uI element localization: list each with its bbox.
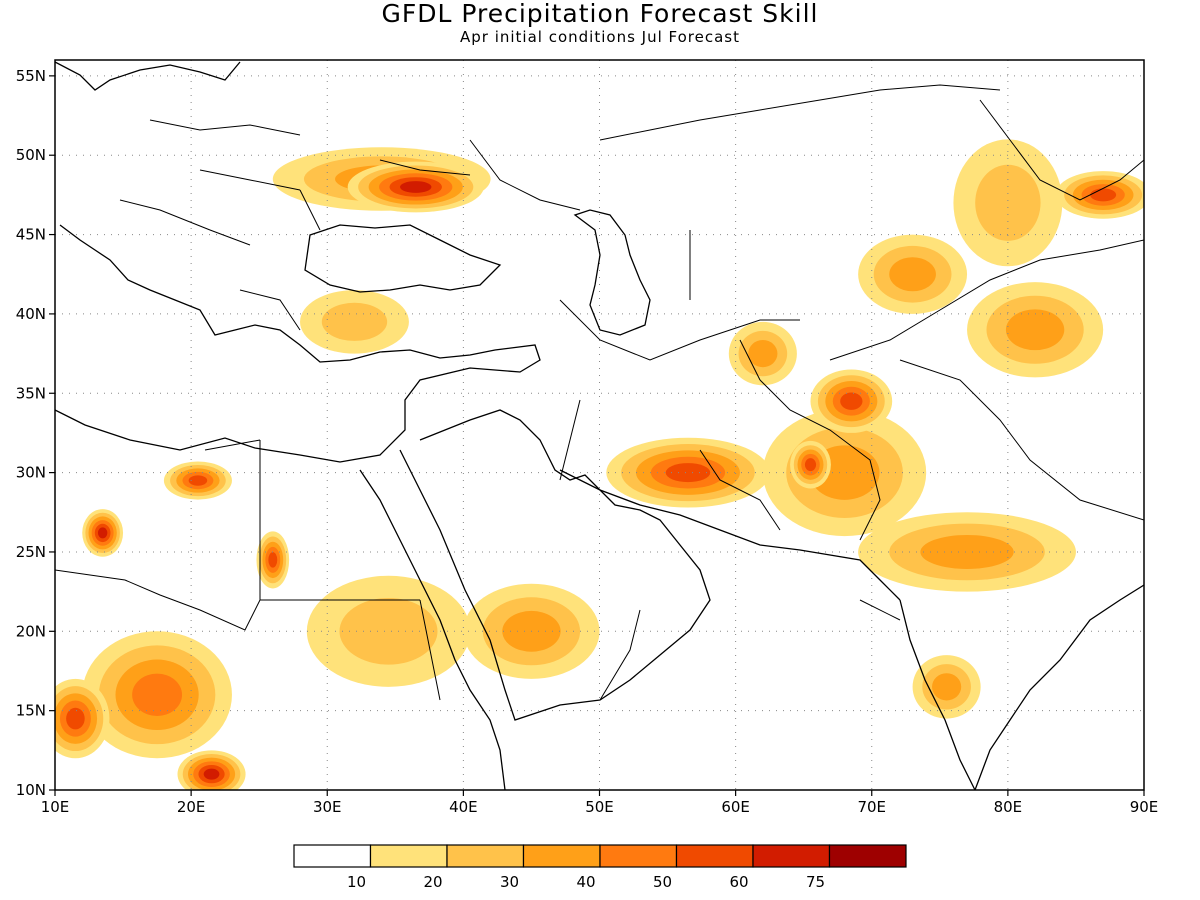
skill-area	[790, 440, 831, 489]
gridlines	[55, 60, 1144, 790]
skill-area	[300, 290, 409, 354]
skill-shading	[55, 139, 1144, 790]
lon-tick-label: 10E	[41, 798, 70, 816]
skill-contour-50	[66, 707, 85, 730]
skill-contour-30	[920, 534, 1014, 569]
skill-area	[256, 531, 290, 589]
skill-area	[967, 282, 1104, 378]
colorbar-label: 30	[500, 873, 519, 891]
chart-subtitle: Apr initial conditions Jul Forecast	[459, 28, 740, 46]
lon-tick-label: 20E	[177, 798, 206, 816]
skill-area	[858, 234, 968, 314]
skill-area	[858, 512, 1076, 592]
lat-tick-label: 50N	[16, 146, 46, 164]
skill-area	[810, 369, 893, 433]
skill-contour-20	[321, 302, 388, 341]
skill-contour-60	[203, 768, 220, 780]
skill-contour-60	[400, 181, 432, 193]
skill-contour-50	[1090, 188, 1117, 202]
coastline-africa-east	[359, 469, 506, 790]
coastline-iran	[559, 469, 901, 601]
colorbar-swatch	[446, 844, 525, 868]
colorbar-label: 20	[423, 873, 442, 891]
coastline-caspian	[573, 209, 651, 336]
colorbar-swatch	[599, 844, 678, 868]
colorbar-swatch	[675, 844, 754, 868]
skill-contour-40	[132, 673, 183, 716]
lon-tick-label: 90E	[1130, 798, 1159, 816]
skill-contour-50	[665, 463, 711, 483]
skill-area	[347, 161, 484, 213]
skill-contour-30	[932, 673, 962, 701]
lat-tick-label: 40N	[16, 305, 46, 323]
lon-tick-label: 50E	[585, 798, 614, 816]
skill-contour-50	[268, 552, 278, 568]
skill-contour-50	[840, 392, 863, 410]
skill-area	[912, 655, 981, 719]
skill-area	[1055, 171, 1144, 219]
colorbar-label: 60	[729, 873, 748, 891]
skill-contour-30	[748, 339, 778, 368]
lat-tick-label: 20N	[16, 622, 46, 640]
latitude-ticks: 10N 15N 20N 25N 30N 35N 40N 45N 50N 55N	[16, 67, 55, 799]
colorbar-label: 40	[576, 873, 595, 891]
lon-tick-label: 70E	[857, 798, 886, 816]
coastline-india	[899, 584, 1144, 790]
skill-contour-30	[1005, 309, 1065, 351]
coastlines	[55, 61, 1144, 790]
skill-contour-20	[975, 164, 1041, 241]
colorbar-label: 10	[347, 873, 366, 891]
lon-tick-label: 80E	[994, 798, 1023, 816]
skill-area	[606, 437, 770, 508]
skill-contour-20	[339, 597, 438, 665]
lat-tick-label: 55N	[16, 67, 46, 85]
skill-area	[306, 575, 471, 687]
skill-contour-60	[97, 527, 108, 539]
skill-area	[177, 750, 246, 790]
lon-tick-label: 60E	[721, 798, 750, 816]
lat-tick-label: 10N	[16, 781, 46, 799]
lat-tick-label: 45N	[16, 226, 46, 244]
coastline-baltic	[55, 61, 241, 91]
skill-area	[728, 321, 797, 386]
lat-tick-label: 35N	[16, 384, 46, 402]
colorbar-swatch	[293, 844, 372, 868]
coastline-arabia	[399, 409, 711, 721]
lat-tick-label: 25N	[16, 543, 46, 561]
chart-title: GFDL Precipitation Forecast Skill	[381, 0, 819, 28]
skill-area	[82, 631, 232, 759]
colorbar-swatch	[369, 844, 448, 868]
skill-area	[55, 678, 110, 759]
coastline-black-sea	[304, 224, 502, 293]
colorbar-label: 75	[806, 873, 825, 891]
skill-area	[163, 461, 232, 500]
colorbar: 10 20 30 40 50 60 75	[293, 844, 907, 891]
skill-area	[82, 509, 124, 557]
colorbar-swatch	[752, 844, 831, 868]
longitude-ticks: 10E 20E 30E 40E 50E 60E 70E 80E 90E	[41, 790, 1159, 816]
lat-tick-label: 30N	[16, 464, 46, 482]
lon-tick-label: 30E	[313, 798, 342, 816]
skill-contour-50	[188, 475, 208, 486]
skill-contour-50	[804, 458, 817, 472]
colorbar-swatch	[522, 844, 601, 868]
lon-tick-label: 40E	[449, 798, 478, 816]
coastline-mediterranean	[55, 224, 541, 463]
colorbar-swatch	[828, 844, 907, 868]
border-lines	[55, 84, 1144, 701]
colorbar-label: 50	[653, 873, 672, 891]
skill-contour-30	[889, 257, 936, 292]
lat-tick-label: 15N	[16, 702, 46, 720]
